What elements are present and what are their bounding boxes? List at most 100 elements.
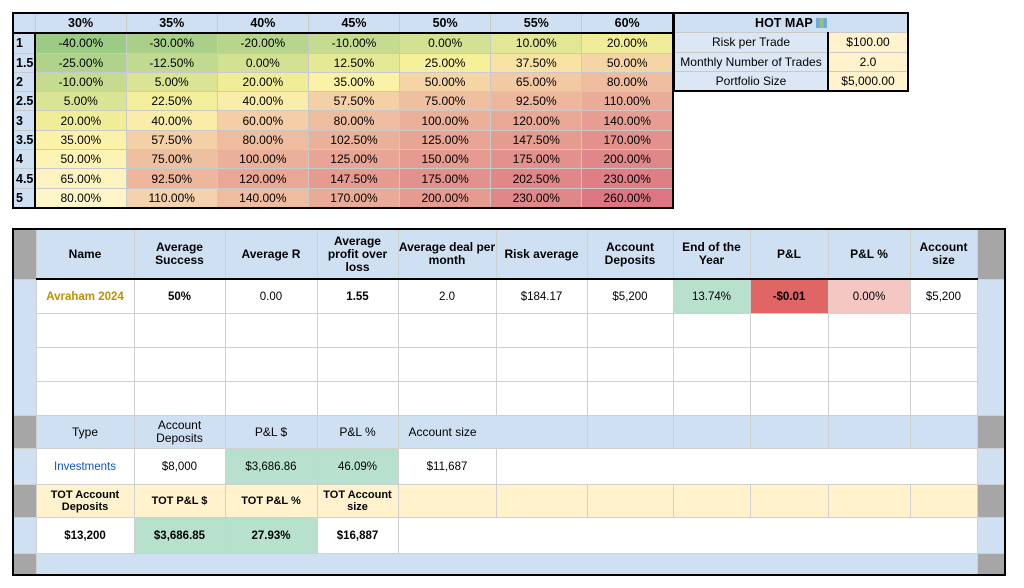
empty-cell[interactable] — [586, 347, 674, 382]
row-header-cell[interactable]: 3 — [12, 110, 36, 131]
empty-cell[interactable] — [495, 381, 588, 416]
hot-map-cell[interactable]: 0.00% — [216, 52, 309, 73]
row-header-cell[interactable]: 5 — [12, 187, 36, 209]
hot-map-cell[interactable]: 92.50% — [490, 91, 583, 112]
header-average-profit-over-loss[interactable]: Average profit over loss — [316, 228, 399, 280]
empty-cell[interactable] — [909, 381, 978, 416]
end-of-year-cell[interactable]: 13.74% — [672, 278, 751, 314]
header-account-size[interactable]: Account size — [909, 228, 978, 280]
hot-map-cell[interactable]: 202.50% — [490, 168, 583, 189]
hot-map-cell[interactable]: 120.00% — [490, 110, 583, 131]
empty-cell[interactable] — [495, 313, 588, 348]
header-tot-account-size[interactable]: TOT Account size — [316, 484, 399, 518]
hot-map-cell[interactable]: 150.00% — [399, 149, 492, 170]
empty-cell[interactable] — [495, 347, 588, 382]
empty-cell[interactable] — [827, 381, 911, 416]
empty-cell[interactable] — [316, 313, 399, 348]
header-pnl[interactable]: P&L — [749, 228, 829, 280]
summary-pnl-percent-cell[interactable]: 46.09% — [316, 448, 399, 485]
empty-cell[interactable] — [316, 347, 399, 382]
header-summary-pnl-percent[interactable]: P&L % — [316, 415, 399, 449]
column-header-cell[interactable]: 55% — [490, 12, 583, 35]
hot-map-cell[interactable]: 75.00% — [125, 149, 218, 170]
hot-map-cell[interactable]: 50.00% — [581, 52, 674, 73]
empty-cell[interactable] — [397, 313, 497, 348]
hot-map-corner-cell[interactable] — [12, 12, 36, 35]
header-blank-cell[interactable] — [749, 415, 829, 449]
header-blank-cell[interactable] — [749, 484, 829, 518]
hot-map-cell[interactable]: 35.00% — [307, 71, 401, 93]
hot-map-cell[interactable]: -25.00% — [34, 52, 127, 73]
header-blank-cell[interactable] — [672, 415, 751, 449]
hot-map-cell[interactable]: -40.00% — [34, 32, 127, 54]
empty-cell[interactable] — [749, 381, 829, 416]
hot-map-cell[interactable]: 10.00% — [490, 32, 583, 54]
hot-map-cell[interactable]: 20.00% — [581, 32, 674, 54]
hot-map-cell[interactable]: 80.00% — [581, 71, 674, 93]
monthly-trades-input[interactable]: 2.0 — [827, 51, 909, 72]
header-average-r[interactable]: Average R — [224, 228, 318, 280]
empty-cell[interactable] — [35, 381, 135, 416]
hot-map-cell[interactable]: 65.00% — [34, 168, 127, 189]
hot-map-cell[interactable]: 125.00% — [307, 149, 401, 170]
hot-map-cell[interactable]: 110.00% — [125, 187, 218, 209]
hot-map-cell[interactable]: 147.50% — [307, 168, 401, 189]
hot-map-cell[interactable]: 75.00% — [399, 91, 492, 112]
hot-map-cell[interactable]: 5.00% — [125, 71, 218, 93]
empty-cell[interactable] — [224, 347, 318, 382]
row-header-cell[interactable]: 3.5 — [12, 129, 36, 151]
empty-cell[interactable] — [909, 313, 978, 348]
tot-pnl-cell[interactable]: $3,686.85 — [133, 517, 226, 554]
empty-cell[interactable] — [672, 381, 751, 416]
header-summary-pnl[interactable]: P&L $ — [224, 415, 318, 449]
header-blank-cell[interactable] — [586, 415, 674, 449]
hot-map-cell[interactable]: 60.00% — [216, 110, 309, 131]
hot-map-cell[interactable]: -30.00% — [125, 32, 218, 54]
empty-cell[interactable] — [827, 313, 911, 348]
header-summary-account-size[interactable]: Account size — [397, 415, 588, 449]
hot-map-cell[interactable]: 110.00% — [581, 91, 674, 112]
header-pnl-percent[interactable]: P&L % — [827, 228, 911, 280]
empty-cell[interactable] — [909, 347, 978, 382]
risk-per-trade-label[interactable]: Risk per Trade — [673, 32, 829, 53]
type-cell[interactable]: Investments — [35, 448, 135, 485]
header-type[interactable]: Type — [35, 415, 135, 449]
header-blank-cell[interactable] — [827, 415, 911, 449]
hot-map-cell[interactable]: 125.00% — [399, 129, 492, 151]
column-header-cell[interactable]: 50% — [399, 12, 492, 35]
empty-cell[interactable] — [749, 313, 829, 348]
hot-map-cell[interactable]: 50.00% — [399, 71, 492, 93]
hot-map-cell[interactable]: 102.50% — [307, 129, 401, 151]
account-size-cell[interactable]: $5,200 — [909, 278, 978, 314]
header-tot-pnl-percent[interactable]: TOT P&L % — [224, 484, 318, 518]
empty-cell[interactable] — [224, 381, 318, 416]
hot-map-cell[interactable]: 57.50% — [125, 129, 218, 151]
hot-map-title-cell[interactable]: HOT MAP — [673, 12, 909, 34]
header-blank-cell[interactable] — [827, 484, 911, 518]
hot-map-cell[interactable]: -20.00% — [216, 32, 309, 54]
empty-cell[interactable] — [35, 313, 135, 348]
deal-per-month-cell[interactable]: 2.0 — [397, 278, 497, 314]
hot-map-cell[interactable]: 100.00% — [399, 110, 492, 131]
header-risk-average[interactable]: Risk average — [495, 228, 588, 280]
empty-cell[interactable] — [133, 381, 226, 416]
hot-map-cell[interactable]: 120.00% — [216, 168, 309, 189]
summary-account-size-cell[interactable]: $11,687 — [397, 448, 497, 485]
hot-map-cell[interactable]: 175.00% — [490, 149, 583, 170]
empty-cell[interactable] — [672, 313, 751, 348]
hot-map-cell[interactable]: 230.00% — [490, 187, 583, 209]
hot-map-cell[interactable]: 140.00% — [216, 187, 309, 209]
hot-map-cell[interactable]: 80.00% — [216, 129, 309, 151]
hot-map-cell[interactable]: 22.50% — [125, 91, 218, 112]
header-average-success[interactable]: Average Success — [133, 228, 226, 280]
header-blank-cell[interactable] — [495, 484, 588, 518]
hot-map-cell[interactable]: 20.00% — [216, 71, 309, 93]
header-blank-cell[interactable] — [909, 484, 978, 518]
column-header-cell[interactable]: 60% — [581, 12, 674, 35]
average-r-cell[interactable]: 0.00 — [224, 278, 318, 314]
hot-map-cell[interactable]: -10.00% — [34, 71, 127, 93]
row-header-cell[interactable]: 4 — [12, 149, 36, 170]
empty-cell[interactable] — [586, 313, 674, 348]
empty-cell[interactable] — [397, 381, 497, 416]
hot-map-cell[interactable]: 20.00% — [34, 110, 127, 131]
